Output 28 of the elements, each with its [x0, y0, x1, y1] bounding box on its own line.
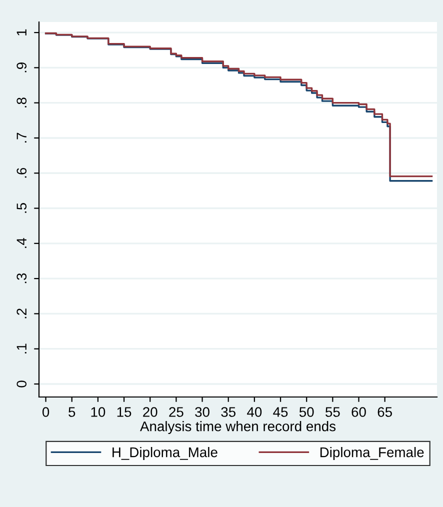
x-tick-label: 10 [91, 407, 106, 417]
x-tick-label: 25 [169, 407, 184, 417]
x-tick-label: 60 [352, 407, 366, 417]
x-tick-label: 35 [221, 407, 236, 417]
x-tick-label: 15 [117, 407, 132, 417]
y-tick-label: 1 [16, 29, 26, 36]
x-tick-label: 45 [273, 407, 288, 417]
x-tick-label: 0 [42, 407, 50, 417]
legend-label: H_Diploma_Male [112, 447, 218, 460]
legend-label: Diploma_Female [320, 447, 424, 460]
x-tick-label: 50 [299, 407, 314, 417]
x-tick-label: 5 [68, 407, 76, 417]
y-tick-label: .4 [16, 238, 26, 248]
y-tick-label: .1 [16, 344, 26, 354]
y-tick-label: 0 [16, 380, 27, 388]
y-tick-label: .3 [16, 273, 27, 284]
y-tick-label: .6 [16, 168, 27, 178]
y-tick-label: .5 [16, 203, 27, 213]
x-tick-label: 40 [247, 407, 262, 417]
y-tick-label: .2 [16, 308, 26, 318]
y-tick-label: .9 [16, 62, 27, 72]
x-tick-label: 20 [143, 407, 158, 417]
y-tick-label: .7 [16, 132, 26, 143]
x-tick-label: 55 [326, 407, 340, 417]
x-axis-title: Analysis time when record ends [140, 421, 336, 434]
x-tick-label: 30 [195, 407, 210, 417]
x-tick-label: 65 [378, 407, 392, 417]
y-tick-label: .8 [16, 98, 27, 108]
